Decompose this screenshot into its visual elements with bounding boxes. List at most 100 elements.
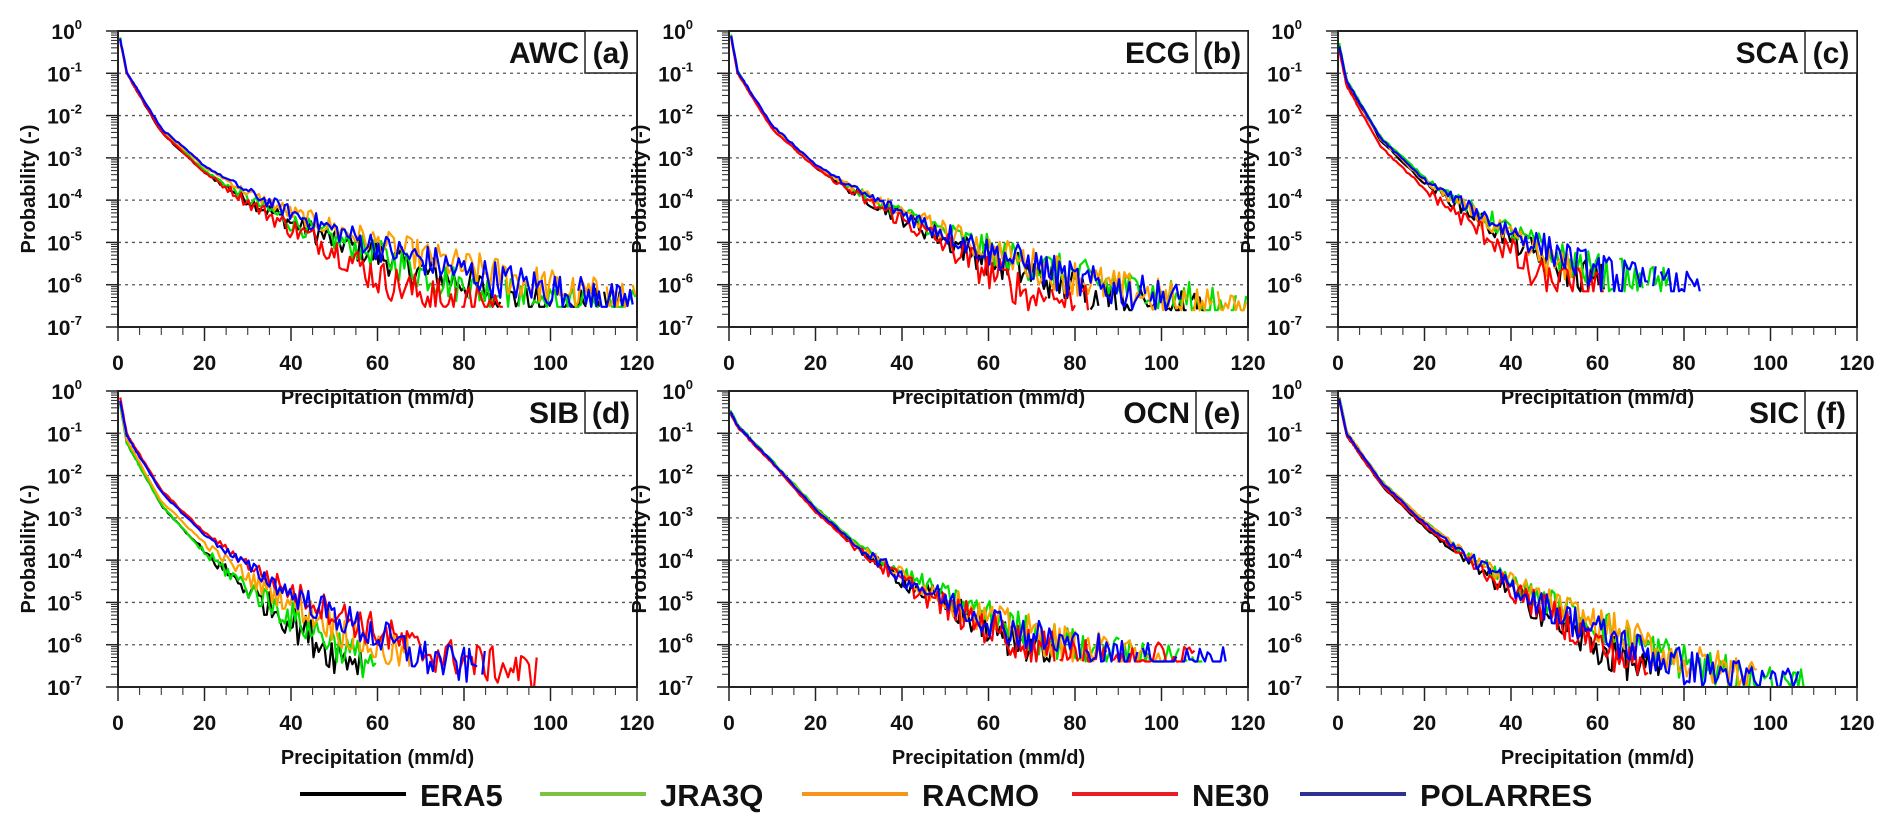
panel-region-name: ECG	[1125, 37, 1190, 70]
y-tick-exponent: -6	[1290, 631, 1302, 646]
y-tick-exponent: 0	[1295, 377, 1302, 392]
y-tick-base: 10	[1267, 635, 1290, 658]
panel-label-box	[1195, 30, 1249, 74]
y-tick-label: 10-2	[47, 102, 82, 129]
y-tick-exponent: -2	[1290, 462, 1302, 477]
y-tick-exponent: -5	[1290, 228, 1302, 243]
series-line-polarres	[119, 38, 634, 308]
y-tick-label: 10-3	[658, 504, 693, 531]
y-tick-exponent: -7	[70, 673, 82, 688]
y-tick-base: 10	[1267, 190, 1290, 213]
y-tick-label: 10-6	[658, 631, 693, 658]
y-tick-label: 100	[662, 17, 693, 44]
y-axis-title: Probability (-)	[1238, 125, 1260, 254]
legend-entry-racmo: RACMO	[802, 778, 1039, 813]
legend-entry-era5: ERA5	[300, 778, 503, 813]
y-tick-base: 10	[47, 550, 70, 573]
panel-label: (b)	[1203, 37, 1241, 70]
x-tick-label: 0	[1332, 352, 1344, 375]
series-line-ne30	[1338, 49, 1604, 293]
y-tick-exponent: -4	[681, 186, 693, 201]
y-tick-base: 10	[1267, 466, 1290, 489]
x-tick-label: 120	[1230, 712, 1265, 735]
y-tick-label: 10-3	[47, 144, 82, 171]
x-tick-label: 120	[619, 712, 654, 735]
x-tick-label: 40	[890, 352, 913, 375]
y-tick-label: 10-3	[658, 144, 693, 171]
y-tick-label: 100	[1271, 17, 1302, 44]
series-line-polarres	[729, 411, 1227, 663]
y-tick-label: 10-1	[658, 59, 693, 86]
y-tick-exponent: -6	[681, 631, 693, 646]
x-tick-label: 60	[366, 712, 389, 735]
y-tick-base: 10	[1267, 106, 1290, 129]
panel-label-box	[1804, 30, 1858, 74]
y-tick-base: 10	[658, 317, 681, 340]
y-tick-base: 10	[658, 423, 681, 446]
x-tick-label: 0	[1332, 712, 1344, 735]
y-tick-base: 10	[658, 106, 681, 129]
y-axis-title: Probability (-)	[629, 125, 651, 254]
panel-label: (d)	[592, 397, 630, 430]
plot-frame	[1337, 390, 1858, 688]
series-group	[119, 37, 637, 308]
y-tick-base: 10	[1267, 550, 1290, 573]
y-tick-exponent: -2	[70, 102, 82, 117]
series-group	[730, 34, 1248, 312]
y-tick-base: 10	[47, 423, 70, 446]
x-tick-label: 80	[1063, 712, 1086, 735]
y-tick-label: 10-5	[47, 588, 82, 615]
legend-entry-polarres: POLARRES	[1300, 778, 1592, 813]
y-tick-label: 100	[662, 377, 693, 404]
legend-label: NE30	[1192, 778, 1270, 813]
y-tick-label: 10-1	[658, 419, 693, 446]
y-tick-exponent: -7	[1290, 673, 1302, 688]
x-tick-label: 100	[533, 712, 568, 735]
series-group	[1338, 42, 1701, 293]
y-tick-base: 10	[658, 550, 681, 573]
series-line-racmo	[1338, 396, 1758, 687]
panel-label: (e)	[1204, 397, 1241, 430]
panel-label: (c)	[1813, 37, 1850, 70]
y-tick-label: 10-1	[47, 59, 82, 86]
y-tick-label: 10-7	[47, 673, 82, 700]
x-tick-label: 60	[1586, 352, 1609, 375]
x-tick-label: 80	[452, 352, 475, 375]
y-tick-label: 10-7	[658, 313, 693, 340]
y-tick-label: 10-6	[1267, 271, 1302, 298]
x-tick-label: 20	[804, 712, 827, 735]
y-tick-base: 10	[658, 592, 681, 615]
y-tick-label: 10-5	[1267, 588, 1302, 615]
x-axis-title: Precipitation (mm/d)	[892, 747, 1085, 769]
y-tick-label: 10-4	[47, 546, 83, 573]
plot-frame	[1337, 30, 1858, 328]
y-tick-exponent: -4	[1290, 546, 1302, 561]
x-tick-label: 20	[804, 352, 827, 375]
y-tick-base: 10	[658, 275, 681, 298]
y-tick-base: 10	[658, 232, 681, 255]
y-tick-label: 10-5	[658, 228, 693, 255]
y-tick-label: 10-1	[1267, 419, 1302, 446]
panel-label: (a)	[593, 37, 630, 70]
y-tick-label: 10-6	[1267, 631, 1302, 658]
x-tick-label: 100	[1753, 352, 1788, 375]
y-tick-base: 10	[51, 21, 74, 44]
y-tick-exponent: -5	[70, 228, 82, 243]
y-tick-exponent: 0	[75, 17, 82, 32]
legend-entry-ne30: NE30	[1072, 778, 1270, 813]
y-tick-base: 10	[47, 63, 70, 86]
y-tick-exponent: -4	[1290, 186, 1302, 201]
y-tick-base: 10	[658, 508, 681, 531]
y-tick-label: 10-6	[47, 631, 82, 658]
y-tick-exponent: -2	[681, 102, 693, 117]
x-axis-title: Precipitation (mm/d)	[281, 387, 474, 409]
y-tick-base: 10	[47, 106, 70, 129]
y-tick-exponent: -7	[70, 313, 82, 328]
y-tick-base: 10	[1267, 275, 1290, 298]
y-tick-exponent: -3	[70, 504, 82, 519]
panel-region-name: SIB	[529, 397, 579, 430]
y-tick-label: 10-7	[658, 673, 693, 700]
